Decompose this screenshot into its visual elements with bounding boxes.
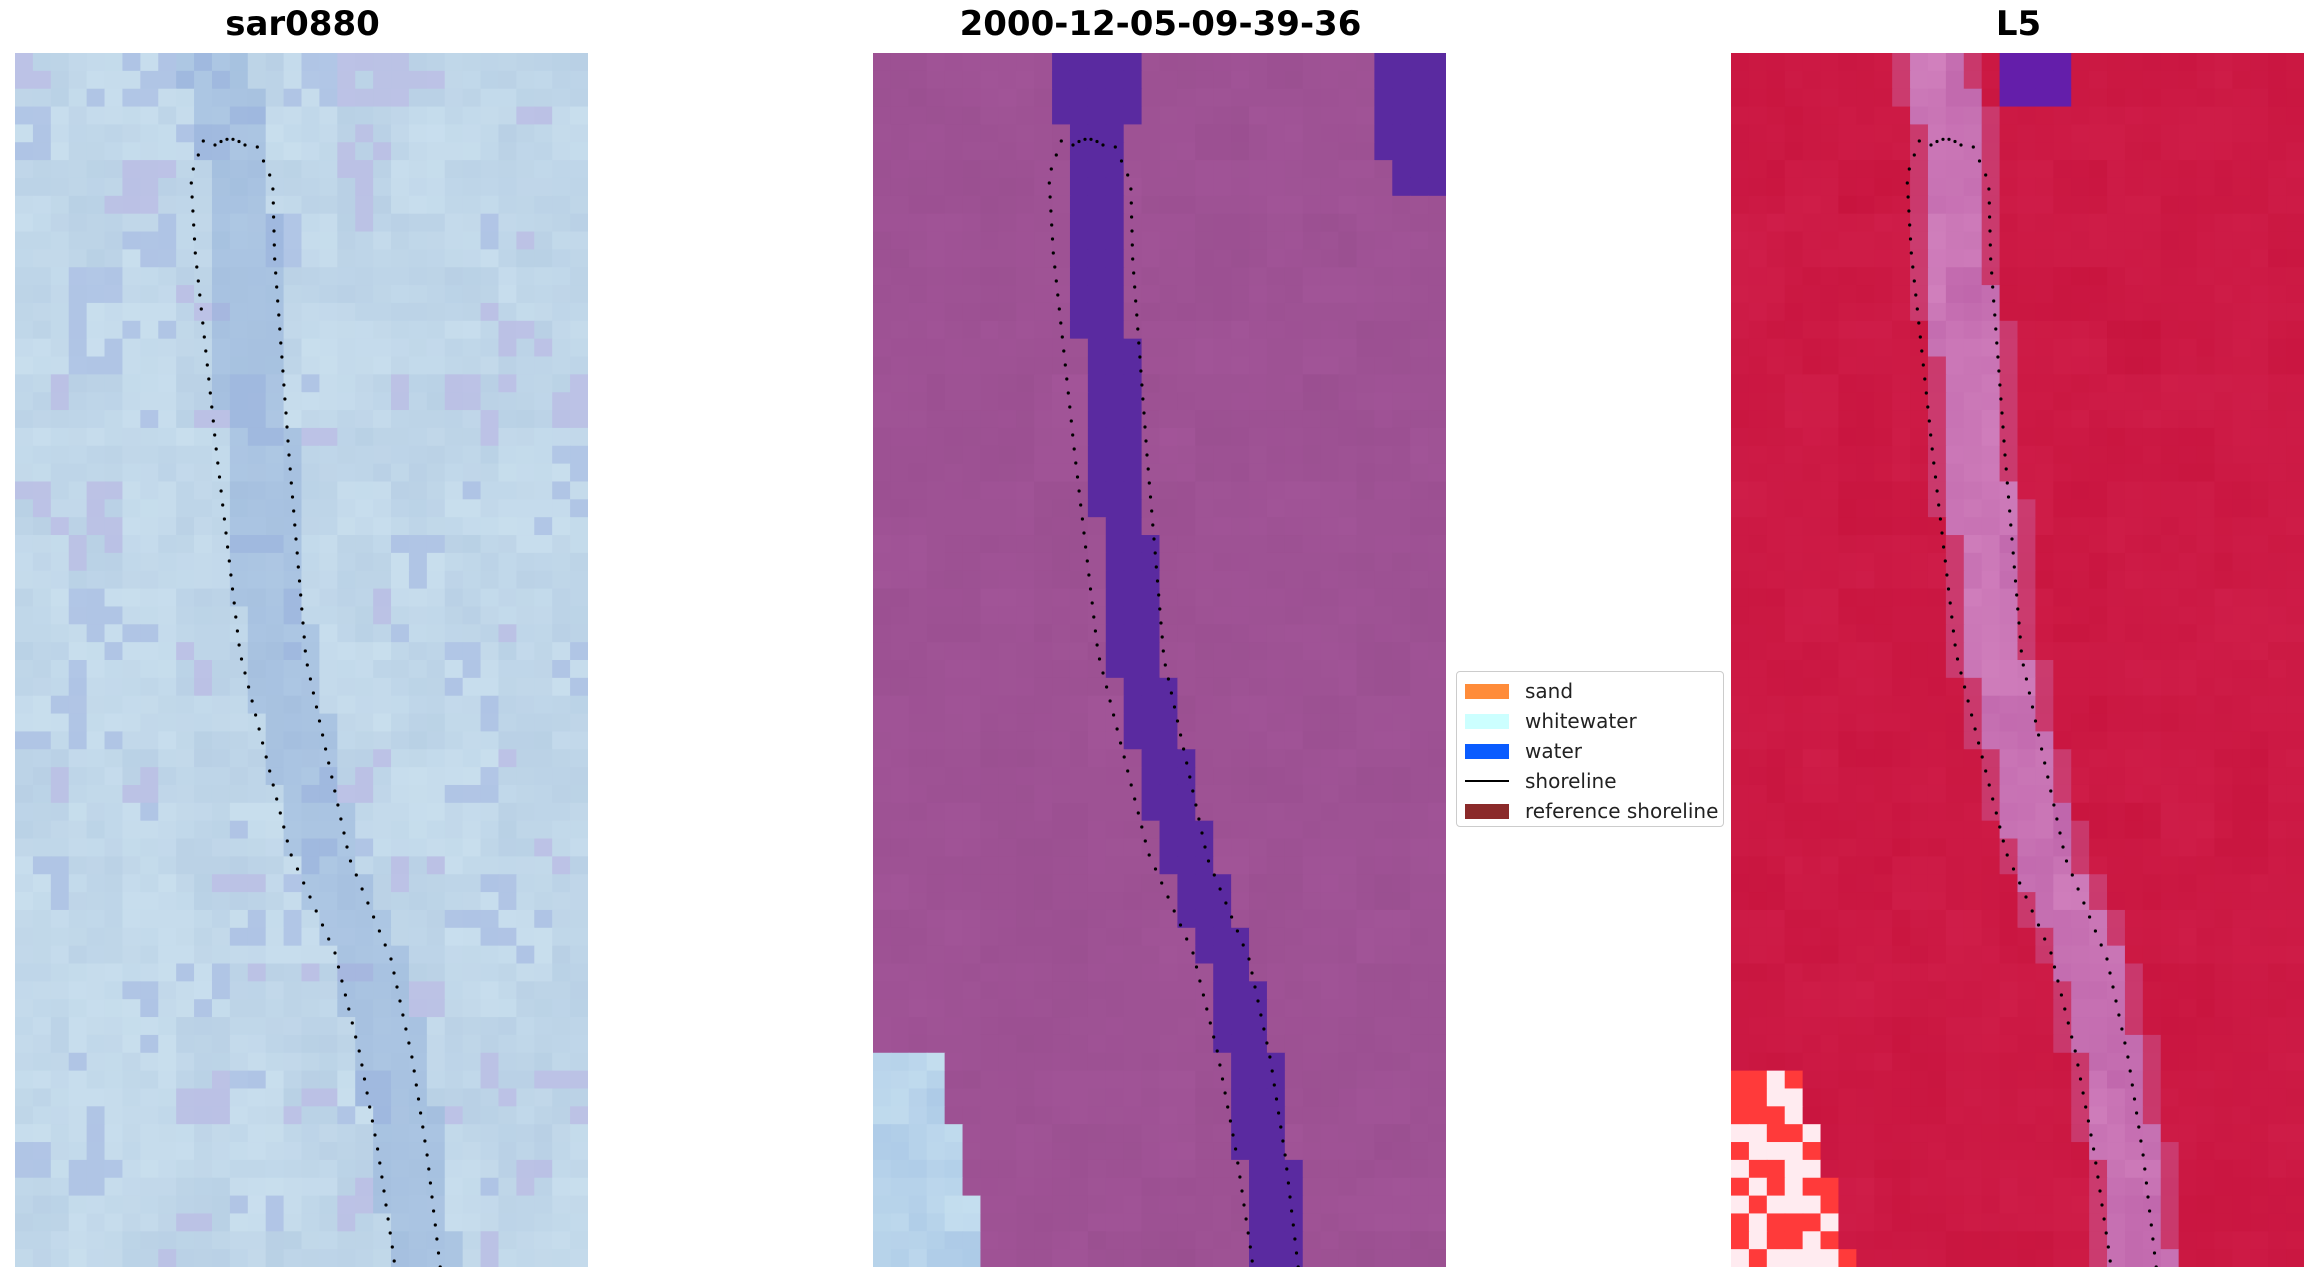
svg-classified-pixels <box>873 53 1446 1267</box>
legend-label-sand: sand <box>1525 679 1574 703</box>
svg-classified-shoreline-dots <box>1047 137 1300 1267</box>
legend-label-whitewater: whitewater <box>1525 709 1637 733</box>
svg-sar-pixels <box>15 53 588 1267</box>
l5-image-panel <box>1731 53 2304 1267</box>
shoreline-line-icon <box>1465 780 1509 782</box>
sand-swatch-icon <box>1465 683 1509 699</box>
l5-image <box>1731 53 2304 1267</box>
legend-item-shoreline: shoreline <box>1465 766 1715 796</box>
svg-l5-pixels <box>1731 53 2304 1267</box>
water-swatch-icon <box>1465 743 1509 759</box>
panel-title-l5: L5 <box>1995 4 2042 44</box>
legend-item-water: water <box>1465 736 1715 766</box>
whitewater-swatch-icon <box>1465 713 1509 729</box>
legend-item-reference-shoreline: reference shoreline <box>1465 796 1719 826</box>
classified-image <box>873 53 1446 1267</box>
svg-sar-shoreline-dots <box>189 137 442 1267</box>
legend-item-sand: sand <box>1465 676 1715 706</box>
legend-item-whitewater: whitewater <box>1465 706 1715 736</box>
legend-label-water: water <box>1525 739 1582 763</box>
classified-image-panel <box>873 53 1446 1267</box>
reference-shoreline-swatch-icon <box>1465 803 1509 819</box>
legend-label-reference-shoreline: reference shoreline <box>1525 799 1719 823</box>
panel-title-sar: sar0880 <box>225 4 380 44</box>
legend: sand whitewater water shoreline referenc… <box>1456 671 1724 827</box>
legend-label-shoreline: shoreline <box>1525 769 1617 793</box>
svg-l5-shoreline-dots <box>1905 137 2158 1267</box>
sar-image <box>15 53 588 1267</box>
panel-title-classified: 2000-12-05-09-39-36 <box>959 4 1362 44</box>
sar-image-panel <box>15 53 588 1267</box>
